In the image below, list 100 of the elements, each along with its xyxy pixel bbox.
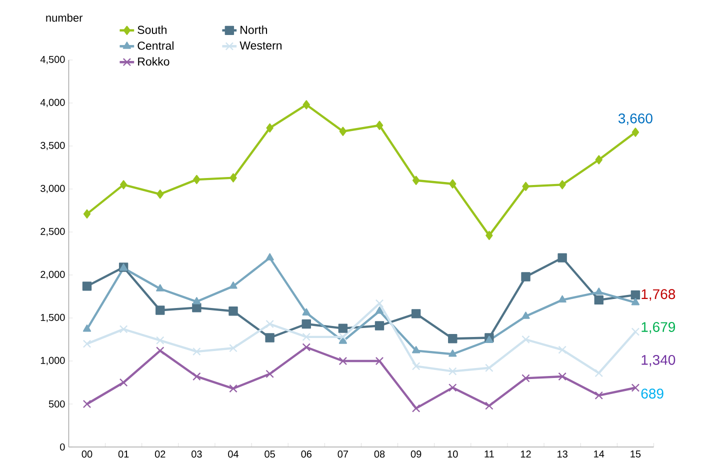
- y-tick-label: 4,500: [40, 56, 65, 64]
- point: [265, 333, 274, 342]
- point: [412, 404, 420, 412]
- legend-label: South: [138, 26, 166, 34]
- y-tick-label: 0: [60, 443, 65, 451]
- point: [522, 335, 530, 344]
- y-tick-label: 4,000: [40, 98, 65, 108]
- x-tick-label: 11: [484, 450, 494, 458]
- legend-label: North: [240, 26, 268, 34]
- point: [302, 343, 311, 352]
- x-tick-label: 15: [630, 450, 641, 458]
- x-tick-label: 04: [228, 450, 239, 458]
- point: [338, 332, 348, 342]
- point: [558, 180, 566, 190]
- point: [229, 384, 238, 393]
- point: [192, 297, 201, 304]
- point: [375, 306, 384, 314]
- point: [594, 295, 604, 305]
- x-tick-label: 01: [118, 450, 129, 458]
- point: [193, 174, 200, 184]
- y-tick-label: 1,500: [40, 314, 65, 322]
- point: [631, 384, 640, 392]
- point: [302, 308, 310, 316]
- x-tick-label: 09: [410, 450, 422, 458]
- point: [594, 368, 604, 378]
- point: [229, 344, 238, 352]
- point: [82, 400, 92, 408]
- point: [522, 312, 530, 319]
- point: [448, 350, 457, 357]
- y-tick-label: 2,500: [40, 228, 65, 236]
- point: [411, 309, 421, 318]
- point: [192, 347, 201, 356]
- point: [486, 230, 493, 240]
- y-tick-label: 2,000: [40, 270, 65, 280]
- annotation: 1,768: [642, 289, 676, 301]
- legend-label: Rokko: [138, 57, 170, 66]
- x-tick-label: 12: [520, 450, 531, 458]
- point: [631, 328, 640, 336]
- point: [266, 370, 274, 378]
- point: [595, 155, 602, 164]
- point: [228, 306, 238, 316]
- point: [302, 319, 311, 329]
- legend-label: Central: [138, 41, 174, 50]
- x-tick-label: 05: [264, 450, 275, 458]
- x-tick-label: 13: [558, 450, 568, 458]
- x-tick-label: 07: [338, 450, 348, 458]
- point: [412, 346, 420, 354]
- point: [632, 128, 640, 137]
- point: [448, 384, 457, 392]
- point: [119, 325, 128, 334]
- annotation: 1,679: [642, 322, 676, 334]
- point: [119, 378, 128, 387]
- y-tick-label: 3,000: [40, 184, 65, 194]
- point: [339, 126, 347, 136]
- x-tick-label: 10: [448, 450, 458, 458]
- point: [82, 340, 92, 348]
- point: [558, 253, 567, 262]
- point: [266, 253, 274, 260]
- point: [374, 321, 384, 330]
- point: [338, 336, 348, 344]
- point: [229, 282, 238, 289]
- point: [594, 288, 603, 295]
- point: [302, 332, 311, 342]
- x-tick-label: 00: [82, 450, 92, 458]
- point: [448, 367, 457, 376]
- point: [630, 290, 640, 300]
- point: [82, 324, 92, 332]
- point: [156, 284, 164, 292]
- y-tick-label: 1,000: [40, 356, 65, 366]
- point: [485, 402, 494, 410]
- point: [522, 374, 530, 382]
- annotation: 3,660: [618, 113, 652, 126]
- annotation: 689: [641, 388, 664, 399]
- point: [521, 272, 530, 282]
- point: [485, 364, 494, 372]
- point: [192, 303, 202, 312]
- point: [448, 334, 458, 344]
- point: [522, 182, 530, 192]
- point: [558, 372, 566, 381]
- point: [631, 298, 640, 306]
- legend-label: Western: [240, 42, 282, 50]
- x-tick-label: 03: [192, 450, 202, 458]
- point: [230, 173, 237, 182]
- point: [120, 180, 128, 190]
- y-tick-label: 3,500: [40, 142, 65, 150]
- point: [375, 299, 384, 308]
- point: [266, 123, 274, 133]
- point: [156, 346, 164, 355]
- x-tick-label: 06: [301, 450, 312, 458]
- point: [485, 336, 494, 343]
- point: [156, 306, 165, 315]
- point: [412, 176, 420, 186]
- point: [156, 336, 164, 344]
- point: [83, 209, 91, 219]
- point: [266, 320, 274, 328]
- point: [412, 362, 420, 370]
- x-tick-label: 14: [594, 450, 604, 458]
- point: [338, 356, 348, 366]
- point: [156, 190, 164, 199]
- y-tick-label: 500: [48, 400, 65, 408]
